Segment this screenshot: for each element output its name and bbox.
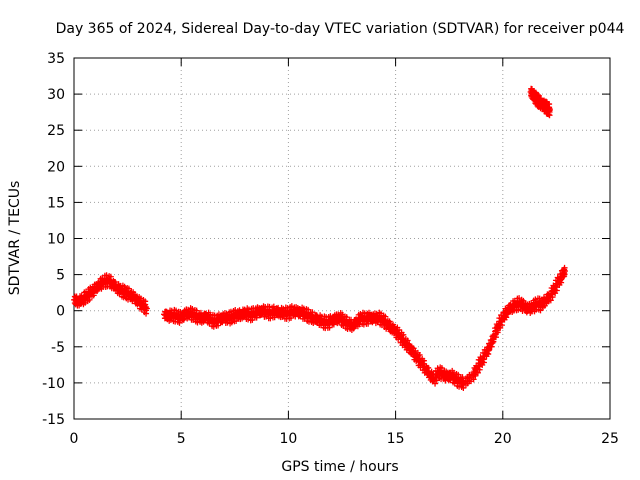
- data-point: [561, 267, 568, 274]
- y-tick-label: -15: [42, 412, 65, 428]
- y-tick-label: -5: [51, 340, 65, 356]
- data-point: [485, 351, 492, 358]
- data-point: [416, 351, 423, 358]
- data-point: [215, 322, 222, 329]
- x-tick-label: 0: [70, 431, 79, 447]
- data-point: [547, 297, 554, 304]
- y-tick-label: 10: [47, 232, 65, 248]
- y-axis-label: SDTVAR / TECUs: [7, 181, 23, 296]
- data-point: [143, 305, 150, 312]
- grid-lines: [74, 58, 610, 419]
- y-tick-label: 20: [47, 159, 65, 175]
- data-point: [420, 357, 427, 364]
- data-point: [386, 318, 393, 325]
- data-point: [558, 279, 565, 286]
- chart-title: Day 365 of 2024, Sidereal Day-to-day VTE…: [56, 21, 625, 37]
- data-point: [142, 298, 149, 305]
- axis-ticks: -15 -10 -5 0 5 10 15 20 25 30 35 0 5 10 15 20 25: [42, 51, 619, 447]
- x-tick-label: 15: [387, 431, 405, 447]
- x-tick-label: 5: [177, 431, 186, 447]
- data-point: [309, 309, 316, 316]
- data-point: [486, 347, 493, 354]
- data-point: [546, 112, 553, 119]
- data-point: [432, 380, 439, 387]
- data-point: [460, 385, 467, 392]
- y-tick-label: 30: [47, 87, 65, 103]
- y-tick-label: 35: [47, 51, 65, 67]
- data-point: [476, 366, 483, 373]
- y-tick-label: 0: [56, 304, 65, 320]
- data-point: [107, 273, 114, 280]
- data-point: [90, 292, 97, 299]
- x-tick-label: 20: [494, 431, 512, 447]
- data-point: [330, 321, 337, 328]
- data-point: [470, 376, 477, 383]
- data-point: [180, 316, 187, 323]
- data-point: [553, 287, 560, 294]
- data-point: [472, 372, 479, 379]
- data-point: [489, 339, 496, 346]
- y-tick-label: -10: [42, 376, 65, 392]
- data-point: [480, 359, 487, 366]
- data-point: [425, 364, 432, 371]
- data-point: [474, 369, 481, 376]
- data-point: [546, 106, 553, 113]
- y-tick-label: 25: [47, 123, 65, 139]
- data-point: [400, 331, 407, 338]
- x-axis-label: GPS time / hours: [281, 459, 398, 475]
- y-tick-label: 5: [56, 268, 65, 284]
- data-point: [125, 285, 132, 292]
- data-point: [537, 307, 544, 314]
- data-point: [95, 286, 102, 293]
- y-tick-label: 15: [47, 195, 65, 211]
- data-point: [520, 297, 527, 304]
- data-point: [494, 329, 501, 336]
- data-point: [404, 337, 411, 344]
- data-point: [253, 314, 260, 321]
- data-point: [86, 296, 93, 303]
- x-tick-label: 25: [601, 431, 619, 447]
- data-points: [71, 85, 568, 392]
- data-point: [492, 334, 499, 341]
- data-point: [498, 322, 505, 329]
- data-point: [534, 92, 541, 99]
- data-point: [459, 374, 466, 381]
- data-point: [143, 310, 150, 317]
- data-point: [503, 314, 510, 321]
- data-point: [549, 294, 556, 301]
- x-tick-label: 10: [279, 431, 297, 447]
- data-point: [488, 343, 495, 350]
- data-point: [490, 338, 497, 345]
- data-point: [382, 313, 389, 320]
